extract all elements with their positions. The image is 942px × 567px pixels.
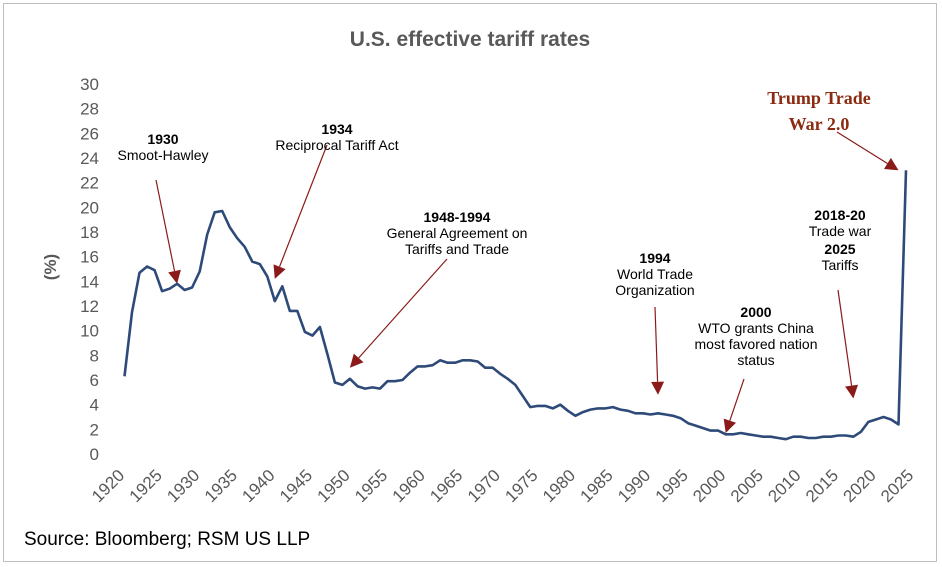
x-tick-label: 1995 [652,466,692,506]
x-tick-label: 1970 [464,466,504,506]
annotation-arrow [273,144,328,279]
x-tick-label: 1985 [577,466,617,506]
annotation-arrow [651,306,665,395]
y-tick-label: 22 [80,174,99,193]
annotation-arrow [349,258,448,368]
chart-title: U.S. effective tariff rates [350,28,590,51]
x-tick-label: 1950 [314,466,354,506]
annotation-arrow [837,289,858,399]
annotation-arrow [723,378,745,433]
annotation-line: Reciprocal Tariff Act [275,137,398,153]
annotation-heading: 1948-1994 [424,209,491,225]
x-tick-label: 1930 [163,466,203,506]
plot-area [123,170,908,441]
annotation-heading: 1994 [639,250,670,266]
annotation-line: status [737,352,774,368]
annotation-line: Organization [615,282,694,298]
x-tick-label: 1955 [351,466,391,506]
annotation-heading: 1934 [321,121,352,137]
y-tick-label: 16 [80,248,99,267]
annotation-line: General Agreement on [387,225,528,241]
y-tick-label: 14 [80,272,99,291]
x-tick-label: 1935 [201,466,241,506]
y-tick-label: 4 [90,396,99,415]
annotation-heading: 2018-20 [814,207,866,223]
x-tick-label: 1960 [389,466,429,506]
annotation-line: Tariffs [821,257,858,273]
y-tick-label: 30 [80,75,99,94]
chart-frame: U.S. effective tariff rates (%) 0 2 4 6 8 10 1… [3,3,937,562]
x-tick-label: 1975 [501,466,541,506]
x-tick-label: 1965 [426,466,466,506]
annotation-line: World Trade [617,266,693,282]
chart-svg: U.S. effective tariff rates (%) 02468101… [24,28,917,550]
annotation-7: Trump Trade War 2.0 [767,88,871,134]
y-tick-label: 10 [80,322,99,341]
x-tick-label: 2005 [727,466,767,506]
x-tick-label: 1980 [539,466,579,506]
y-tick-label: 28 [80,100,99,119]
y-tick-label: 2 [90,420,99,439]
x-tick-label: 2010 [764,466,804,506]
y-tick-label: 24 [80,149,99,168]
annotation-line: most favored nation [695,336,818,352]
x-tick-label: 2015 [802,466,842,506]
x-tick-label: 2025 [877,466,917,506]
x-tick-label: 1945 [276,466,316,506]
x-tick-label: 2000 [689,466,729,506]
annotation-heading: 2000 [740,304,771,320]
annotation-line: Tariffs and Trade [405,241,509,257]
x-tick-label: 1920 [88,466,128,506]
annotation-line: Smoot-Hawley [117,147,208,163]
x-axis-ticks: 1920192519301935194019451950195519601965… [88,466,917,506]
annotation-heading: 2025 [824,241,855,257]
x-tick-label: 1925 [126,466,166,506]
annotation-arrow [155,179,181,284]
y-tick-label: 26 [80,124,99,143]
x-tick-label: 2020 [840,466,880,506]
annotation-line: WTO grants China [698,320,814,336]
annotation-line: War 2.0 [789,114,850,134]
series-line [123,170,908,441]
annotation-heading: 1930 [147,131,178,147]
y-axis-label: (%) [41,254,60,280]
y-tick-label: 0 [90,445,99,464]
y-tick-label: 6 [90,371,99,390]
annotation-arrows [155,131,899,433]
source-note: Source: Bloomberg; RSM US LLP [24,529,310,550]
y-tick-label: 12 [80,297,99,316]
annotation-line: Trade war [809,223,872,239]
x-tick-label: 1940 [238,466,278,506]
x-tick-label: 1990 [614,466,654,506]
annotation-arrow [836,131,899,171]
y-tick-label: 20 [80,198,99,217]
y-tick-label: 18 [80,223,99,242]
annotation-heading: Trump Trade [767,88,871,108]
y-tick-label: 8 [90,346,99,365]
